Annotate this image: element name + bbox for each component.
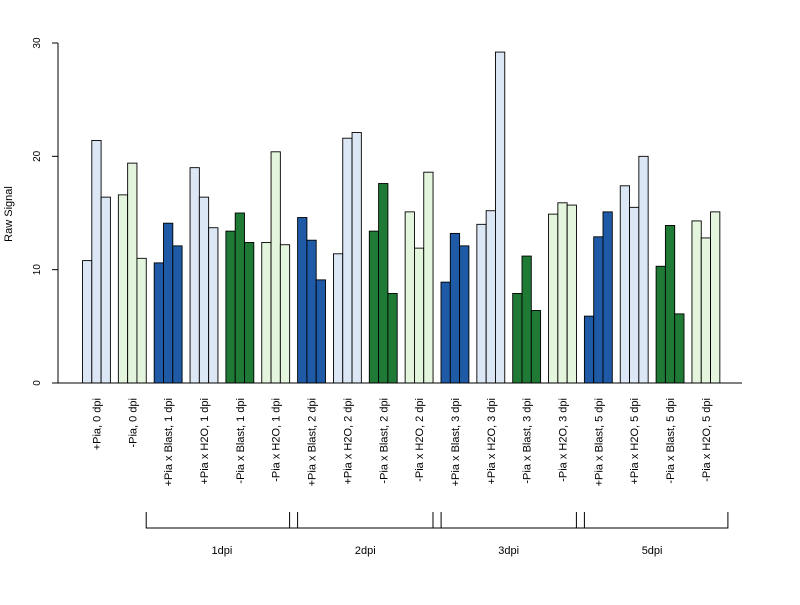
group-label: 2dpi: [355, 545, 376, 557]
x-tick-label: +Pia x H2O, 3 dpi: [486, 398, 498, 485]
x-tick-label: +Pia x Blast, 3 dpi: [450, 398, 462, 486]
bar: [351, 132, 362, 384]
x-tick-label: +Pia x Blast, 2 dpi: [307, 398, 319, 486]
bar: [459, 245, 470, 384]
x-tick-label: +Pia x H2O, 1 dpi: [199, 398, 211, 485]
x-tick-label: -Pia x H2O, 5 dpi: [701, 398, 713, 482]
bar: [638, 155, 649, 384]
bar: [342, 137, 353, 384]
bar: [602, 211, 613, 384]
x-tick-label: -Pia, 0 dpi: [127, 398, 139, 448]
group-brackets: 1dpi 2dpi 3dpi 5dpi: [145, 512, 729, 557]
y-tick-label: 20: [32, 150, 43, 162]
group-label: 3dpi: [498, 545, 519, 557]
bar: [583, 315, 595, 384]
x-tick-label: -Pia x H2O, 3 dpi: [558, 398, 570, 482]
bar: [172, 245, 183, 384]
bar: [629, 206, 640, 384]
group-bracket: [289, 512, 442, 529]
bar: [100, 196, 111, 384]
x-tick-labels: +Pia, 0 dpi -Pia, 0 dpi +Pia x Blast, 1 dp…: [91, 398, 712, 486]
bar: [530, 310, 542, 384]
group-label: 5dpi: [642, 545, 663, 557]
bar: [655, 265, 666, 384]
bar: [117, 194, 129, 384]
bar: [674, 313, 685, 384]
bars-layer: [82, 51, 721, 384]
bar: [91, 140, 102, 384]
bar: [664, 225, 676, 384]
bar: [136, 257, 147, 384]
bar: [333, 253, 344, 384]
bar: [368, 230, 380, 384]
bar: [306, 239, 317, 384]
group-bracket: [575, 512, 729, 529]
x-tick-label: -Pia x Blast, 5 dpi: [665, 398, 677, 484]
bar: [189, 167, 200, 384]
x-tick-label: -Pia x Blast, 2 dpi: [378, 398, 390, 484]
bar: [127, 162, 138, 384]
bar: [593, 236, 604, 384]
bar: [82, 260, 93, 384]
bar: [234, 212, 245, 384]
x-tick-label: -Pia x H2O, 1 dpi: [271, 398, 283, 482]
bar: [315, 279, 326, 384]
bar: [387, 293, 398, 384]
bar: [557, 202, 568, 384]
bar: [440, 281, 451, 384]
y-tick-label: 10: [32, 264, 43, 276]
x-tick-label: +Pia x Blast, 5 dpi: [593, 398, 605, 486]
bar: [297, 217, 308, 384]
x-tick-label: +Pia x Blast, 1 dpi: [163, 398, 175, 486]
x-tick-label: +Pia x H2O, 2 dpi: [342, 398, 354, 485]
bar: [261, 242, 272, 384]
bar: [244, 242, 255, 384]
y-tick-label: 30: [32, 37, 43, 49]
bar: [476, 223, 487, 384]
y-axis-label: Raw Signal: [3, 186, 15, 242]
bar: [404, 211, 415, 384]
bar: [153, 262, 164, 384]
group-label: 1dpi: [212, 545, 233, 557]
y-tick-label: 0: [32, 380, 43, 386]
bar: [163, 222, 174, 384]
bar: [691, 220, 702, 384]
y-axis: 0 10 20 30: [32, 37, 59, 386]
bar: [198, 196, 210, 384]
x-tick-label: -Pia x H2O, 2 dpi: [414, 398, 426, 482]
x-tick-label: -Pia x Blast, 3 dpi: [522, 398, 534, 484]
bar: [619, 185, 631, 384]
bar: [548, 213, 559, 384]
bar: [279, 244, 291, 384]
x-tick-label: +Pia x H2O, 5 dpi: [629, 398, 641, 485]
bar: [208, 227, 219, 384]
bar: [521, 255, 532, 384]
x-tick-label: +Pia, 0 dpi: [91, 398, 103, 450]
group-bracket: [145, 512, 299, 529]
bar: [378, 183, 389, 384]
bar: [512, 293, 523, 384]
bar: [423, 171, 434, 384]
bar: [225, 230, 236, 384]
bar: [495, 51, 506, 384]
bar: [414, 247, 425, 384]
x-tick-label: -Pia x Blast, 1 dpi: [235, 398, 247, 484]
bar: [449, 232, 461, 384]
group-bracket: [432, 512, 585, 529]
bar: [710, 211, 721, 384]
bar: [700, 237, 712, 384]
bar: [566, 204, 577, 384]
bar: [485, 210, 496, 384]
bar: [270, 151, 281, 384]
